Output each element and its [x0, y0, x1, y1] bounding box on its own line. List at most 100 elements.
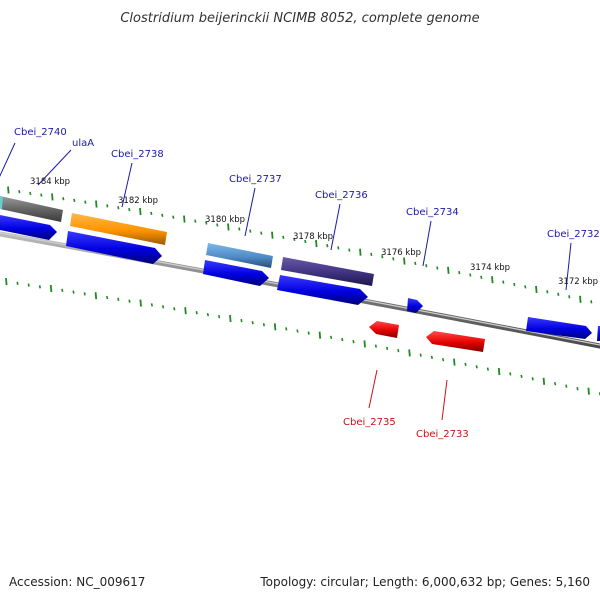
minor-tick — [151, 212, 152, 215]
gene-label[interactable]: Cbei_2732 — [547, 229, 600, 240]
minor-tick — [30, 192, 31, 195]
lower-tick-row — [6, 278, 600, 395]
minor-tick — [426, 264, 427, 267]
minor-tick — [481, 276, 482, 279]
minor-tick — [371, 253, 372, 256]
major-tick — [96, 292, 97, 299]
minor-tick — [17, 282, 18, 285]
minor-tick — [488, 368, 489, 371]
major-tick — [185, 307, 186, 314]
minor-tick — [470, 274, 471, 277]
minor-tick — [62, 289, 63, 292]
kbp-label: 3184 kbp — [30, 177, 70, 187]
minor-tick — [264, 323, 265, 326]
minor-tick — [107, 204, 108, 207]
major-tick — [448, 267, 449, 274]
minor-tick — [415, 262, 416, 265]
minor-tick — [349, 249, 350, 252]
minor-tick — [208, 313, 209, 316]
major-tick — [96, 201, 97, 208]
kbp-label: 3176 kbp — [381, 248, 421, 258]
minor-tick — [342, 338, 343, 341]
minor-tick — [107, 296, 108, 299]
minor-tick — [510, 372, 511, 375]
minor-tick — [250, 230, 251, 233]
minor-tick — [286, 327, 287, 330]
minor-tick — [283, 236, 284, 239]
major-tick — [492, 276, 493, 283]
major-tick — [409, 349, 410, 356]
minor-tick — [338, 246, 339, 249]
cds-arrow-reverse — [369, 321, 399, 338]
leader-line — [423, 221, 431, 266]
major-tick — [544, 378, 545, 385]
minor-tick — [577, 387, 578, 390]
minor-tick — [118, 298, 119, 301]
minor-tick — [443, 358, 444, 361]
minor-tick — [308, 332, 309, 335]
leader-line — [0, 143, 15, 180]
cds-arrow-reverse — [426, 331, 485, 352]
major-tick — [536, 286, 537, 293]
major-tick — [140, 300, 141, 307]
leader-line — [369, 370, 377, 408]
label-leaders-reverse — [369, 370, 447, 420]
gene-label[interactable]: ulaA — [72, 138, 94, 149]
gene-label[interactable]: Cbei_2736 — [315, 190, 368, 201]
minor-tick — [476, 365, 477, 368]
minor-tick — [19, 190, 20, 193]
gene-label[interactable]: Cbei_2733 — [416, 429, 469, 440]
minor-tick — [129, 208, 130, 211]
gene-label[interactable]: Cbei_2737 — [229, 174, 282, 185]
minor-tick — [297, 330, 298, 333]
minor-tick — [219, 315, 220, 318]
gene-label[interactable]: Cbei_2734 — [406, 207, 459, 218]
major-tick — [364, 340, 365, 347]
minor-tick — [152, 303, 153, 306]
minor-tick — [503, 281, 504, 284]
minor-tick — [63, 197, 64, 200]
minor-tick — [521, 375, 522, 378]
minor-tick — [437, 267, 438, 270]
major-tick — [140, 208, 141, 215]
minor-tick — [84, 292, 85, 295]
kbp-label: 3174 kbp — [470, 263, 510, 273]
minor-tick — [353, 340, 354, 343]
minor-tick — [465, 363, 466, 366]
major-tick — [588, 388, 589, 395]
leader-line — [442, 380, 447, 420]
minor-tick — [163, 305, 164, 308]
minor-tick — [74, 199, 75, 202]
minor-tick — [162, 214, 163, 217]
map-title: Clostridium beijerinckii NCIMB 8052, com… — [120, 11, 479, 26]
minor-tick — [514, 283, 515, 286]
gene-label[interactable]: Cbei_2738 — [111, 149, 164, 160]
major-tick — [184, 216, 185, 223]
minor-tick — [173, 216, 174, 219]
minor-tick — [28, 284, 29, 287]
gene-label[interactable]: Cbei_2735 — [343, 417, 396, 428]
kbp-label: 3178 kbp — [293, 232, 333, 242]
major-tick — [275, 323, 276, 330]
leader-line — [331, 204, 340, 250]
major-tick — [272, 232, 273, 239]
minor-tick — [532, 377, 533, 380]
minor-tick — [547, 290, 548, 293]
major-tick — [360, 249, 361, 256]
major-tick — [454, 359, 455, 366]
minor-tick — [327, 244, 328, 247]
minor-tick — [252, 321, 253, 324]
minor-tick — [555, 382, 556, 385]
minor-tick — [40, 285, 41, 288]
gene-label[interactable]: Cbei_2740 — [14, 127, 67, 138]
minor-tick — [591, 300, 592, 303]
accession-text: Accession: NC_009617 — [9, 575, 145, 589]
minor-tick — [387, 347, 388, 350]
minor-tick — [261, 232, 262, 235]
minor-tick — [398, 349, 399, 352]
minor-tick — [129, 300, 130, 303]
minor-tick — [376, 345, 377, 348]
minor-tick — [41, 194, 42, 197]
genome-summary-text: Topology: circular; Length: 6,000,632 bp… — [259, 575, 590, 589]
